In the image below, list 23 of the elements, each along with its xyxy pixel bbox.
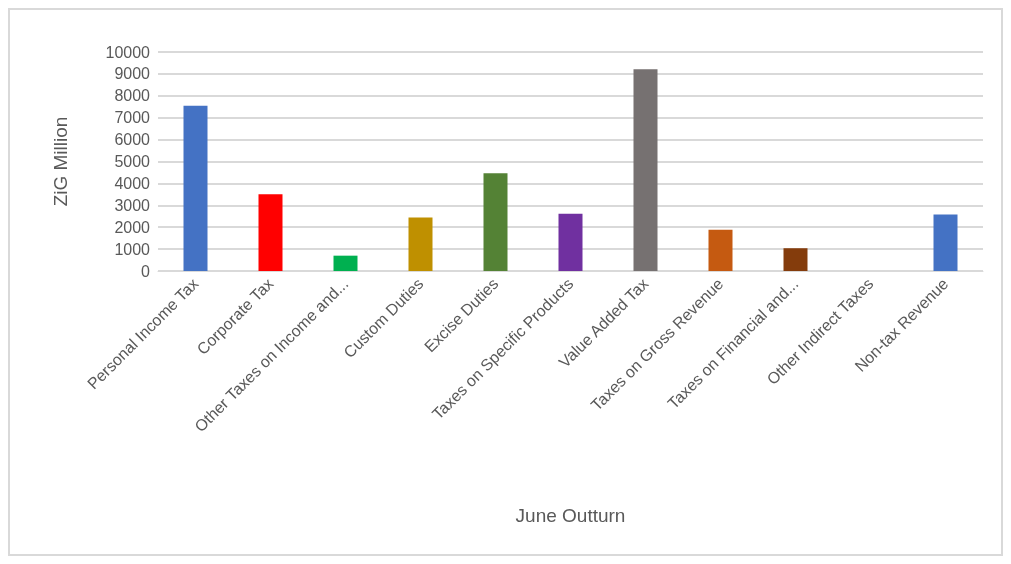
y-tick-label: 0 — [141, 262, 151, 280]
y-tick-label: 4000 — [114, 174, 151, 192]
y-tick-label: 2000 — [114, 218, 151, 236]
y-tick-label: 6000 — [114, 131, 151, 149]
bar — [333, 255, 358, 271]
bar — [783, 248, 808, 271]
y-axis-title: ZiG Million — [50, 116, 71, 207]
bar — [408, 217, 433, 271]
y-tick-label: 9000 — [114, 65, 151, 83]
y-tick-label: 3000 — [114, 196, 151, 214]
y-tick-label: 10000 — [105, 43, 151, 61]
bar — [933, 214, 958, 271]
bar — [258, 194, 283, 271]
bar — [633, 69, 658, 271]
y-tick-label: 8000 — [114, 87, 151, 105]
bar — [183, 105, 208, 271]
bar — [558, 213, 583, 271]
y-tick-label: 5000 — [114, 153, 151, 170]
bar — [483, 173, 508, 271]
y-tick-label: 1000 — [114, 240, 151, 258]
bar — [708, 229, 733, 271]
x-axis-title: June Outturn — [515, 505, 626, 526]
y-tick-label: 7000 — [114, 109, 151, 127]
